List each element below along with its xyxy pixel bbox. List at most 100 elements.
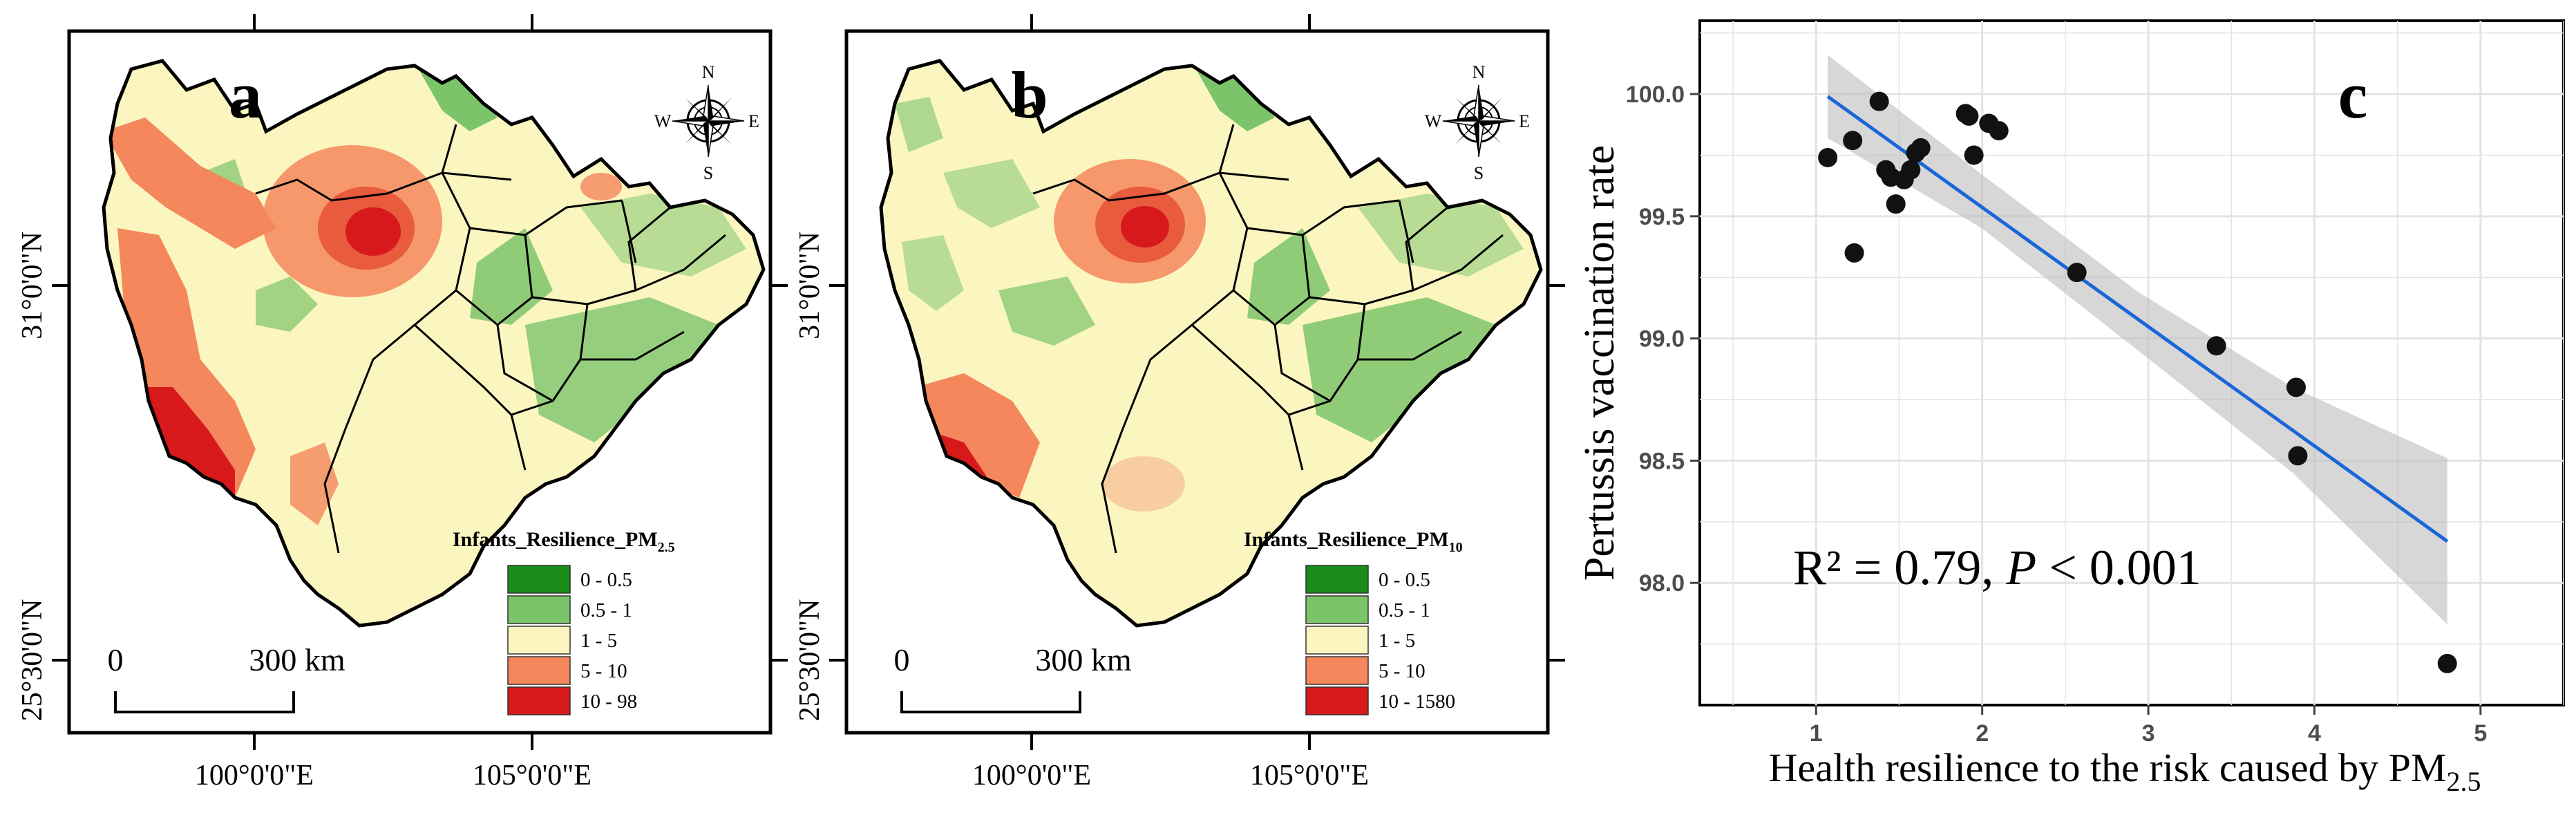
- x-axis-title: Health resilience to the risk caused by …: [1769, 745, 2481, 797]
- map-ticks-a: [52, 14, 788, 750]
- compass-n-a: N: [702, 62, 715, 82]
- province-map-a: [104, 61, 764, 626]
- lon-label-left-a: 100°0'0"E: [195, 760, 314, 791]
- data-point-8: [1901, 160, 1921, 180]
- x-tick-label: 3: [2142, 720, 2155, 747]
- data-point-12: [1959, 106, 1979, 126]
- panel-label-c: c: [2338, 58, 2368, 132]
- lat-label-top-a: 31°0'0"N: [17, 232, 48, 339]
- legend-item-b-1: 0.5 - 1: [1305, 595, 1430, 624]
- y-axis-title: Pertussis vaccination rate: [1576, 145, 1623, 581]
- y-tick-label: 98.0: [1639, 570, 1685, 597]
- legend-label-a-2: 1 - 5: [580, 630, 617, 652]
- map-ticks-b: [829, 14, 1565, 750]
- legend-item-a-4: 10 - 98: [507, 686, 637, 715]
- data-point-1: [1843, 131, 1863, 151]
- legend-swatch-b-2: [1305, 626, 1369, 655]
- y-axis-ticks: 98.0 98.5 99.0 99.5 100.0: [1626, 82, 1700, 597]
- scale-bar-a: 0 300 km: [108, 642, 345, 713]
- data-point-16: [2067, 263, 2087, 283]
- data-points: [1818, 91, 2457, 673]
- x-tick-label: 4: [2308, 720, 2321, 747]
- legend-item-b-2: 1 - 5: [1305, 626, 1415, 655]
- y-tick-label: 98.5: [1639, 448, 1685, 474]
- legend-swatch-a-4: [507, 686, 571, 715]
- legend-label-a-0: 0 - 0.5: [580, 569, 632, 591]
- scale-bar-b: 0 300 km: [894, 642, 1132, 713]
- data-point-13: [1964, 145, 1984, 165]
- compass-e-a: E: [748, 111, 759, 131]
- lat-label-top-b: 31°0'0"N: [794, 232, 826, 339]
- x-tick-label: 2: [1976, 720, 1989, 747]
- legend-item-b-4: 10 - 1580: [1305, 686, 1455, 715]
- regression-line: [1826, 95, 2449, 543]
- data-point-0: [1818, 148, 1838, 167]
- legend-swatch-a-0: [507, 565, 571, 594]
- legend-b: 0 - 0.5 0.5 - 1 1 - 5 5 - 10 10 - 1580: [1305, 565, 1455, 715]
- legend-label-a-3: 5 - 10: [580, 660, 627, 682]
- legend-item-b-0: 0 - 0.5: [1305, 565, 1430, 594]
- data-point-17: [2206, 336, 2226, 356]
- compass-n-b: N: [1472, 62, 1486, 82]
- legend-item-a-3: 5 - 10: [507, 656, 627, 685]
- compass-e-b: E: [1519, 111, 1530, 131]
- lat-label-bottom-a: 25°30'0"N: [17, 599, 48, 722]
- data-point-3: [1869, 91, 1889, 111]
- panel-label-b: b: [1011, 58, 1048, 132]
- legend-label-b-2: 1 - 5: [1379, 630, 1415, 652]
- scatter-chart: 1 2 3 4 5 98.0 98.5 99.0 99.5 100.0 c R² = 0.79,…: [1576, 19, 2565, 797]
- legend-swatch-b-4: [1305, 686, 1369, 715]
- legend-label-b-0: 0 - 0.5: [1379, 569, 1430, 591]
- legend-swatch-b-1: [1305, 595, 1369, 624]
- confidence-band: [1828, 55, 2447, 625]
- data-point-6: [1886, 194, 1906, 214]
- legend-title-a: Infants_Resilience_PM2.5: [453, 528, 675, 555]
- province-map-b: [881, 61, 1541, 626]
- data-point-10: [1911, 138, 1931, 158]
- legend-label-b-3: 5 - 10: [1379, 660, 1426, 682]
- lon-label-right-a: 105°0'0"E: [473, 760, 591, 791]
- scale-end-a: 300 km: [249, 642, 345, 677]
- legend-item-a-1: 0.5 - 1: [507, 595, 632, 624]
- x-tick-label: 5: [2474, 720, 2487, 747]
- data-point-15: [1989, 121, 2009, 141]
- y-tick-label: 99.5: [1639, 204, 1685, 230]
- map-panel-b: 31°0'0"N 25°30'0"N 100°0'0"E 105°0'0"E: [794, 14, 1565, 791]
- scale-end-b: 300 km: [1035, 642, 1132, 677]
- compass-a: N S E W: [654, 62, 759, 183]
- legend-swatch-a-2: [507, 626, 571, 655]
- panel-label-a: a: [229, 58, 262, 132]
- scale-zero-a: 0: [108, 642, 124, 677]
- data-point-19: [2288, 446, 2308, 466]
- legend-swatch-a-1: [507, 595, 571, 624]
- legend-a: 0 - 0.5 0.5 - 1 1 - 5 5 - 10 10 - 98: [507, 565, 637, 715]
- x-axis-ticks: 1 2 3 4 5: [1810, 705, 2487, 747]
- y-tick-label: 100.0: [1626, 82, 1685, 108]
- compass-w-a: W: [654, 111, 672, 131]
- lon-label-right-b: 105°0'0"E: [1250, 760, 1369, 791]
- r2-annotation: R² = 0.79, P < 0.001: [1793, 540, 2201, 595]
- x-tick-label: 1: [1810, 720, 1823, 747]
- data-point-20: [2437, 653, 2457, 673]
- compass-s-a: S: [703, 163, 713, 183]
- compass-w-b: W: [1425, 111, 1442, 131]
- scale-zero-b: 0: [894, 642, 910, 677]
- legend-label-b-1: 0.5 - 1: [1379, 599, 1430, 621]
- legend-item-a-0: 0 - 0.5: [507, 565, 632, 594]
- legend-label-b-4: 10 - 1580: [1379, 691, 1455, 713]
- data-point-18: [2286, 377, 2306, 397]
- legend-swatch-b-0: [1305, 565, 1369, 594]
- legend-title-b: Infants_Resilience_PM10: [1244, 528, 1463, 555]
- legend-swatch-b-3: [1305, 656, 1369, 685]
- lat-label-bottom-b: 25°30'0"N: [794, 599, 826, 722]
- legend-item-a-2: 1 - 5: [507, 626, 617, 655]
- legend-swatch-a-3: [507, 656, 571, 685]
- compass-b: N S E W: [1425, 62, 1530, 183]
- compass-s-b: S: [1474, 163, 1484, 183]
- legend-item-b-3: 5 - 10: [1305, 656, 1426, 685]
- legend-label-a-4: 10 - 98: [580, 691, 637, 713]
- data-point-2: [1844, 243, 1864, 263]
- legend-label-a-1: 0.5 - 1: [580, 599, 632, 621]
- map-panel-a: 31°0'0"N 25°30'0"N 100°0'0"E 105°0'0"E: [17, 14, 788, 791]
